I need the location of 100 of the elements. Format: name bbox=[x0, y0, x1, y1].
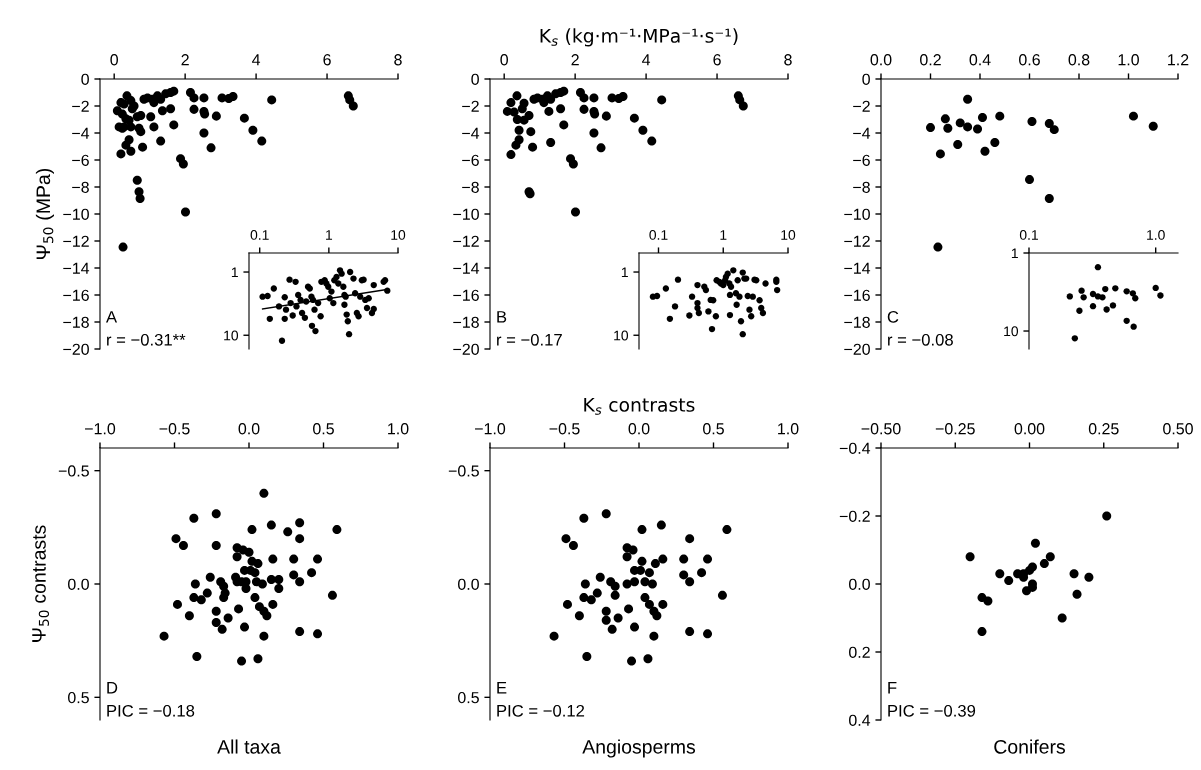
x-tick-label: 1.2 bbox=[1168, 54, 1189, 66]
x-tick-label: 0.00 bbox=[1014, 423, 1045, 435]
annotation: E bbox=[497, 681, 507, 694]
y-tick-label: −0.5 bbox=[58, 465, 89, 477]
x-tick-label: 0.0 bbox=[628, 423, 650, 435]
x-tick-label: 1.0 bbox=[388, 423, 409, 435]
annotation: r = −0.31** bbox=[107, 333, 186, 346]
x-tick-label: −0.5 bbox=[159, 423, 190, 435]
text: All taxa bbox=[217, 739, 281, 754]
y-tick-label: −6 bbox=[853, 154, 870, 166]
y-tick-label: −18 bbox=[453, 316, 479, 328]
x-tick-label: 0.2 bbox=[920, 54, 941, 66]
x-tick-label: 1 bbox=[720, 230, 727, 240]
y-tick-label: −8 bbox=[853, 181, 870, 193]
annotation: D bbox=[107, 681, 118, 694]
y-tick-label: 0.0 bbox=[68, 578, 89, 590]
x-tick-label: 0 bbox=[500, 54, 509, 66]
annotation: PIC = −0.18 bbox=[107, 704, 195, 717]
y-tick-label: −0.5 bbox=[448, 465, 479, 477]
y-tick-label: −14 bbox=[844, 262, 871, 274]
x-tick-label: −0.50 bbox=[861, 423, 901, 435]
y-tick-label: −10 bbox=[844, 208, 870, 220]
annotation: PIC = −0.39 bbox=[888, 704, 976, 717]
x-tick-label: 0.0 bbox=[238, 423, 260, 435]
x-tick-label: 0.1 bbox=[649, 230, 668, 240]
annotation: A bbox=[105, 311, 118, 323]
x-tick-label: −1.0 bbox=[85, 423, 116, 435]
y-tick-label: 0.2 bbox=[849, 646, 870, 658]
x-axis-title: K$_{s}$ (kg·m⁻¹·MPa⁻¹·s⁻¹) bbox=[540, 28, 738, 47]
x-tick-label: 0.4 bbox=[969, 54, 991, 66]
y-tick-label: −20 bbox=[63, 343, 89, 355]
y-tick-label: −2 bbox=[853, 100, 870, 112]
y-tick-label: −20 bbox=[844, 343, 870, 355]
x-tick-label: 8 bbox=[394, 54, 402, 66]
text: Conifers bbox=[994, 739, 1065, 754]
y-tick-label: −16 bbox=[63, 289, 89, 301]
x-tick-label: 2 bbox=[571, 54, 579, 66]
y-tick-label: 0.0 bbox=[458, 578, 479, 590]
x-tick-label: −0.5 bbox=[549, 423, 580, 435]
x-tick-label: 1.0 bbox=[1118, 54, 1139, 66]
y-tick-label: 0.5 bbox=[458, 691, 479, 704]
x-axis-title: K$_{s}$ contrasts bbox=[584, 397, 695, 415]
annotation: r = −0.17 bbox=[497, 333, 562, 346]
y-tick-label: −18 bbox=[844, 316, 870, 328]
x-tick-label: 1 bbox=[326, 230, 333, 240]
x-tick-label: 0.0 bbox=[870, 54, 892, 66]
y-tick-label: 0 bbox=[471, 73, 479, 85]
x-tick-label: 6 bbox=[323, 54, 331, 66]
x-tick-label: 0.25 bbox=[1088, 423, 1119, 435]
y-tick-label: −14 bbox=[453, 262, 480, 274]
y-tick-label: −4 bbox=[72, 127, 90, 139]
x-tick-label: 0.1 bbox=[1019, 230, 1038, 240]
y-tick-label: 0 bbox=[81, 73, 89, 85]
x-tick-label: 0.5 bbox=[313, 423, 334, 435]
y-axis-title: Ψ$_{50}$ contrasts bbox=[32, 525, 50, 642]
y-tick-label: −0.2 bbox=[839, 510, 870, 522]
x-tick-label: 1.0 bbox=[1147, 230, 1165, 240]
annotation: PIC = −0.12 bbox=[497, 704, 585, 717]
y-tick-label: −8 bbox=[72, 181, 89, 193]
y-tick-label: −12 bbox=[63, 235, 89, 247]
annotation: C bbox=[887, 310, 899, 323]
y-tick-label: 0.5 bbox=[68, 691, 89, 704]
y-tick-label: −10 bbox=[63, 208, 89, 220]
x-tick-label: 2 bbox=[181, 54, 189, 66]
x-tick-label: 6 bbox=[713, 54, 721, 66]
y-tick-label: −6 bbox=[462, 154, 479, 166]
y-tick-label: −6 bbox=[72, 154, 89, 166]
y-tick-label: −2 bbox=[462, 100, 479, 112]
annotation: B bbox=[497, 311, 507, 323]
x-tick-label: 0.6 bbox=[1019, 54, 1040, 66]
x-tick-label: 0.5 bbox=[703, 423, 724, 435]
y-tick-label: 0 bbox=[862, 73, 870, 85]
annotation: F bbox=[888, 681, 897, 694]
x-tick-label: 0.8 bbox=[1068, 54, 1090, 66]
x-tick-label: 0.50 bbox=[1163, 423, 1193, 435]
y-tick-label: −18 bbox=[63, 316, 89, 328]
x-tick-label: 4 bbox=[642, 54, 651, 66]
y-tick-label: −16 bbox=[844, 289, 870, 301]
y-tick-label: 0.4 bbox=[849, 714, 871, 726]
text: Angiosperms bbox=[582, 739, 696, 758]
y-tick-label: −20 bbox=[453, 343, 479, 355]
y-tick-label: −14 bbox=[63, 262, 90, 274]
y-tick-label: −2 bbox=[72, 100, 89, 112]
x-tick-label: 0.1 bbox=[250, 230, 269, 240]
y-tick-label: −12 bbox=[844, 235, 870, 247]
y-tick-label: 0.0 bbox=[849, 578, 870, 590]
y-axis-title: Ψ$_{50}$ (MPa) bbox=[35, 168, 54, 259]
x-tick-label: −0.25 bbox=[935, 423, 975, 435]
y-tick-label: −4 bbox=[462, 127, 480, 139]
y-tick-label: −10 bbox=[453, 208, 479, 220]
x-tick-label: 10 bbox=[781, 230, 796, 240]
y-tick-label: −8 bbox=[462, 181, 479, 193]
y-tick-label: −4 bbox=[853, 127, 871, 139]
y-tick-label: −16 bbox=[453, 289, 479, 301]
y-tick-label: −12 bbox=[453, 235, 479, 247]
x-tick-label: 1.0 bbox=[778, 423, 799, 435]
x-tick-label: −1.0 bbox=[475, 423, 506, 435]
x-tick-label: 10 bbox=[391, 230, 406, 240]
y-tick-label: −0.4 bbox=[839, 442, 871, 454]
x-tick-label: 8 bbox=[784, 54, 792, 66]
